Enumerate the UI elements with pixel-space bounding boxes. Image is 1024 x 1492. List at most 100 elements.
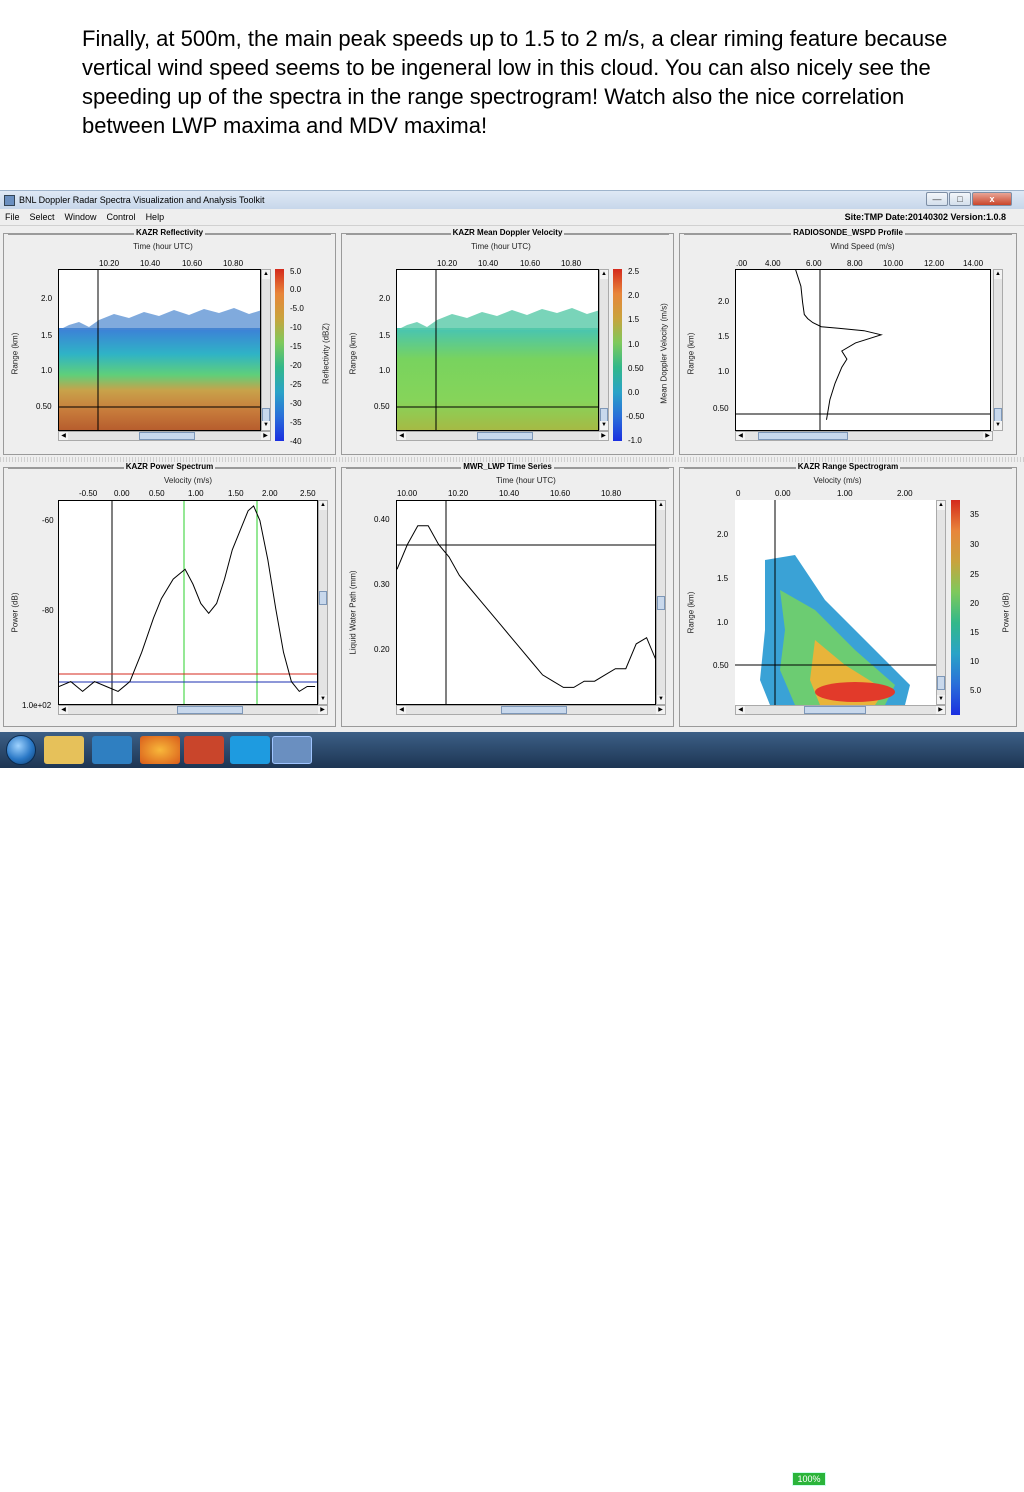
y-tick: 2.0 <box>717 530 729 539</box>
vertical-scrollbar[interactable]: ▲ ▼ <box>318 500 328 705</box>
x-tick: 2.00 <box>262 489 278 498</box>
y-tick: 0.20 <box>374 645 390 654</box>
x-tick: 10.40 <box>499 489 520 498</box>
menu-help[interactable]: Help <box>145 212 165 222</box>
x-tick: 0 <box>736 489 741 498</box>
x-tick: 10.80 <box>223 259 244 268</box>
x-axis-title: Velocity (m/s) <box>163 476 212 485</box>
colorbar-title: Power (dB) <box>1001 592 1011 633</box>
media-player-taskbar-icon[interactable] <box>92 736 132 764</box>
x-axis-title: Time (hour UTC) <box>471 242 531 251</box>
menu-control[interactable]: Control <box>106 212 136 222</box>
power-spectrum-plot[interactable] <box>58 500 318 705</box>
java-taskbar-icon[interactable] <box>272 736 312 764</box>
x-tick: 10.00 <box>397 489 418 498</box>
window-titlebar[interactable]: BNL Doppler Radar Spectra Visualization … <box>0 191 1024 209</box>
horizontal-scrollbar[interactable]: ◀ ▶ <box>396 431 609 441</box>
lwp-plot[interactable] <box>396 500 656 705</box>
x-tick: 0.00 <box>114 489 130 498</box>
x-tick: -0.50 <box>79 489 98 498</box>
powerpoint-taskbar-icon[interactable] <box>184 736 224 764</box>
mdv-colorbar <box>613 269 622 441</box>
y-axis-title: Range (km) <box>348 332 358 375</box>
y-tick: 1.5 <box>718 332 730 341</box>
vertical-scrollbar[interactable]: ▲ ▼ <box>599 269 609 431</box>
vertical-scrollbar[interactable]: ▲ ▼ <box>936 500 946 705</box>
y-axis-title: Power (dB) <box>10 592 20 633</box>
y-tick: 0.50 <box>713 404 729 413</box>
minimize-button[interactable]: — <box>926 192 948 206</box>
cb-tick: 25 <box>970 570 979 579</box>
cb-tick: 30 <box>970 540 979 549</box>
firefox-taskbar-icon[interactable] <box>140 736 180 764</box>
x-tick: 10.40 <box>478 259 499 268</box>
cb-tick: -10 <box>290 323 302 332</box>
y-tick: 0.50 <box>36 402 52 411</box>
explorer-taskbar-icon[interactable] <box>44 736 84 764</box>
menu-select[interactable]: Select <box>29 212 55 222</box>
y-tick: -80 <box>42 606 54 615</box>
vertical-scrollbar[interactable]: ▲ ▼ <box>993 269 1003 431</box>
cb-tick: 0.0 <box>628 388 640 397</box>
panel-splitter[interactable] <box>0 457 1024 462</box>
panel-title-spectrogram: KAZR Range Spectrogram <box>795 462 901 471</box>
panel-title-mdv: KAZR Mean Doppler Velocity <box>450 228 565 237</box>
cb-tick: 20 <box>970 599 979 608</box>
x-tick: 10.20 <box>99 259 120 268</box>
window-title: BNL Doppler Radar Spectra Visualization … <box>19 195 265 205</box>
x-tick: 8.00 <box>847 259 863 268</box>
x-tick: 2.00 <box>897 489 913 498</box>
cb-tick: 2.5 <box>628 267 640 276</box>
cb-tick: -40 <box>290 437 302 446</box>
y-axis-title: Range (km) <box>686 591 696 634</box>
panel-reflectivity: KAZR Reflectivity Time (hour UTC) 10.20 … <box>3 228 336 455</box>
x-tick: 10.00 <box>883 259 904 268</box>
horizontal-scrollbar[interactable]: ◀ ▶ <box>735 431 993 441</box>
x-axis-title: Time (hour UTC) <box>133 242 193 251</box>
taskbar: DE 100% 07:18 30.08.2014 <box>0 732 1024 1492</box>
horizontal-scrollbar[interactable]: ◀ ▶ <box>735 705 946 715</box>
reflectivity-image[interactable] <box>58 269 261 431</box>
cb-tick: 2.0 <box>628 291 640 300</box>
vertical-scrollbar[interactable]: ▲ ▼ <box>261 269 271 431</box>
y-tick: 1.0e+02 <box>22 701 52 710</box>
horizontal-scrollbar[interactable]: ◀ ▶ <box>396 705 666 715</box>
wind-speed-profile-line <box>795 270 883 420</box>
menu-bar: File Select Window Control Help Site:TMP… <box>0 209 1024 226</box>
y-axis-title: Range (km) <box>686 332 696 375</box>
sonde-plot[interactable] <box>735 269 991 431</box>
x-tick: 0.50 <box>149 489 165 498</box>
clock-time[interactable]: 07:18 <box>962 1469 985 1479</box>
y-axis-title: Liquid Water Path (mm) <box>348 570 358 655</box>
cb-tick: -0.50 <box>626 412 645 421</box>
start-button[interactable] <box>6 735 36 765</box>
skype-taskbar-icon[interactable] <box>230 736 270 764</box>
colorbar-title: Reflectivity (dBZ) <box>321 323 331 384</box>
cb-tick: -25 <box>290 380 302 389</box>
cb-tick: -35 <box>290 418 302 427</box>
y-tick: 1.0 <box>718 367 730 376</box>
mdv-image[interactable] <box>396 269 599 431</box>
panel-title-radiosonde: RADIOSONDE_WSPD Profile <box>791 228 905 237</box>
battery-indicator[interactable]: 100% <box>792 1472 826 1486</box>
x-tick: 10.80 <box>561 259 582 268</box>
cb-tick: -15 <box>290 342 302 351</box>
maximize-button[interactable]: □ <box>949 192 971 206</box>
language-indicator[interactable]: DE <box>760 1474 773 1484</box>
x-tick: 10.20 <box>448 489 469 498</box>
x-tick: 6.00 <box>806 259 822 268</box>
cb-tick: -1.0 <box>628 436 642 445</box>
cb-tick: 35 <box>970 510 979 519</box>
menu-file[interactable]: File <box>5 212 20 222</box>
y-tick: 2.0 <box>379 294 391 303</box>
site-info: Site:TMP Date:20140302 Version:1.0.8 <box>844 212 1006 222</box>
y-tick: 2.0 <box>41 294 53 303</box>
x-axis-title: Wind Speed (m/s) <box>830 242 895 251</box>
vertical-scrollbar[interactable]: ▲ ▼ <box>656 500 666 705</box>
clock-date[interactable]: 30.08.2014 <box>950 1482 996 1492</box>
menu-window[interactable]: Window <box>64 212 97 222</box>
spectrogram-image[interactable] <box>735 500 940 705</box>
horizontal-scrollbar[interactable]: ◀ ▶ <box>58 705 328 715</box>
horizontal-scrollbar[interactable]: ◀ ▶ <box>58 431 271 441</box>
close-button[interactable]: x <box>972 192 1012 206</box>
